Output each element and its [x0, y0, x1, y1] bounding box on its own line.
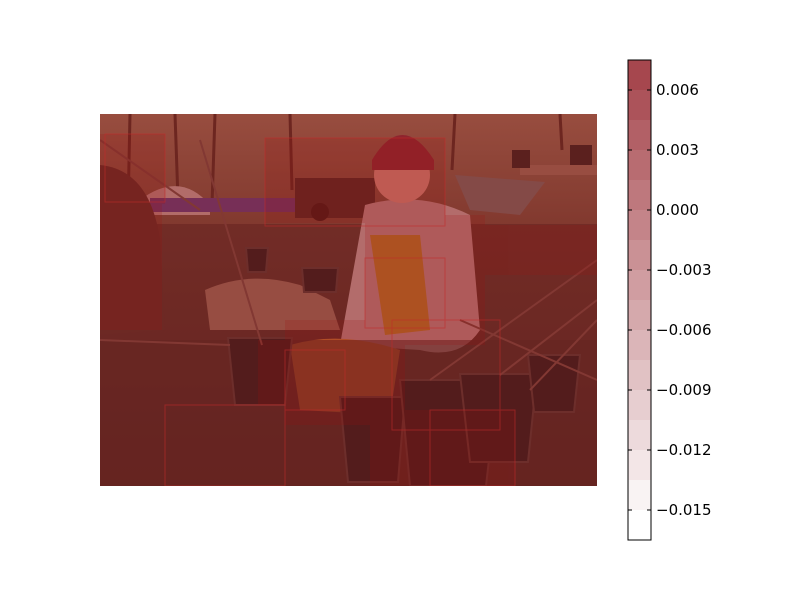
colorbar-frame	[627, 59, 652, 541]
heatmap-photo	[100, 114, 597, 486]
colorbar-band	[628, 330, 651, 361]
colorbar-band	[628, 300, 651, 331]
colorbar-bands	[628, 60, 651, 541]
colorbar-band	[628, 480, 651, 511]
colorbar-band	[628, 150, 651, 181]
colorbar-tick-label: 0.006	[656, 81, 699, 99]
colorbar-tick-label: −0.009	[656, 381, 712, 399]
colorbar-tick-label: −0.012	[656, 441, 712, 459]
colorbar-band	[628, 210, 651, 241]
colorbar-tick-label: −0.015	[656, 501, 712, 519]
colorbar-tick-label: 0.000	[656, 201, 699, 219]
colorbar-band	[628, 180, 651, 211]
colorbar-band	[628, 510, 651, 541]
colorbar-tick-label: −0.006	[656, 321, 712, 339]
colorbar-band	[628, 240, 651, 271]
colorbar-tick-label: −0.003	[656, 261, 712, 279]
colorbar-tick-label: 0.003	[656, 141, 699, 159]
colorbar-band	[628, 420, 651, 451]
colorbar-band	[628, 270, 651, 301]
colorbar-ticks: 0.006 0.003 0.000 −0.003 −0.006 −0.009 −0.012 −…	[628, 81, 712, 519]
colorbar: 0.006 0.003 0.000 −0.003 −0.006 −0.009 −0.012 −…	[627, 59, 712, 541]
colorbar-band	[628, 360, 651, 391]
colorbar-band	[628, 120, 651, 151]
colorbar-band	[628, 90, 651, 121]
colorbar-band	[628, 60, 651, 91]
colorbar-band	[628, 390, 651, 421]
colorbar-band	[628, 450, 651, 481]
